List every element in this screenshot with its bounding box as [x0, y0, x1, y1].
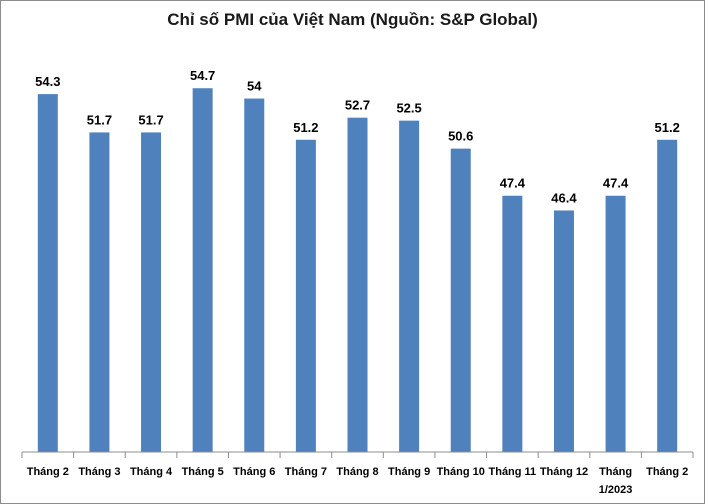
data-label: 52.7 [345, 98, 370, 113]
bar [657, 139, 678, 453]
x-tick-label: Tháng 7 [285, 466, 327, 478]
data-label: 52.5 [396, 101, 421, 116]
x-tick-label: Tháng 8 [336, 466, 378, 478]
x-tick-label: Tháng 11 [489, 466, 537, 478]
bar [347, 117, 368, 452]
x-tick-label: Tháng 2 [646, 466, 688, 478]
bar [295, 139, 316, 453]
x-tick-label: Tháng 6 [233, 466, 275, 478]
data-label: 46.4 [551, 190, 577, 205]
bar [89, 132, 110, 452]
data-label: 51.2 [655, 120, 680, 135]
data-label: 54 [247, 79, 262, 94]
bar [244, 98, 265, 452]
data-label: 51.2 [293, 120, 318, 135]
data-label: 51.7 [87, 112, 112, 127]
data-label: 50.6 [448, 129, 473, 144]
data-label: 54.7 [190, 68, 215, 83]
bar [141, 132, 162, 452]
tick-marks-group [21, 452, 694, 458]
x-tick-label: Tháng 12 [540, 466, 588, 478]
data-label: 51.7 [138, 112, 163, 127]
bar [450, 148, 471, 453]
bar [37, 94, 58, 453]
bar [502, 195, 523, 452]
x-tick-label: Tháng 2 [27, 466, 69, 478]
x-tick-label: Tháng 4 [130, 466, 173, 478]
x-tick-label: Tháng 5 [182, 466, 224, 478]
bars-group [37, 88, 678, 453]
x-tick-label: Tháng 10 [437, 466, 485, 478]
data-label: 54.3 [35, 74, 60, 89]
bar [553, 210, 574, 452]
chart-title: Chỉ số PMI của Việt Nam (Nguồn: S&P Glob… [167, 10, 538, 29]
x-tick-label: Tháng 1/2023 [599, 466, 633, 496]
bar [192, 88, 213, 453]
data-label: 47.4 [500, 176, 526, 191]
x-tick-label: Tháng 9 [388, 466, 430, 478]
bar [605, 195, 626, 452]
x-tick-label: Tháng 3 [78, 466, 120, 478]
bar [399, 120, 420, 453]
data-label: 47.4 [603, 176, 629, 191]
labels-group: 54.3 Tháng 2 51.7 Tháng 3 51.7 Tháng 4 54.7 Thá… [27, 68, 689, 496]
